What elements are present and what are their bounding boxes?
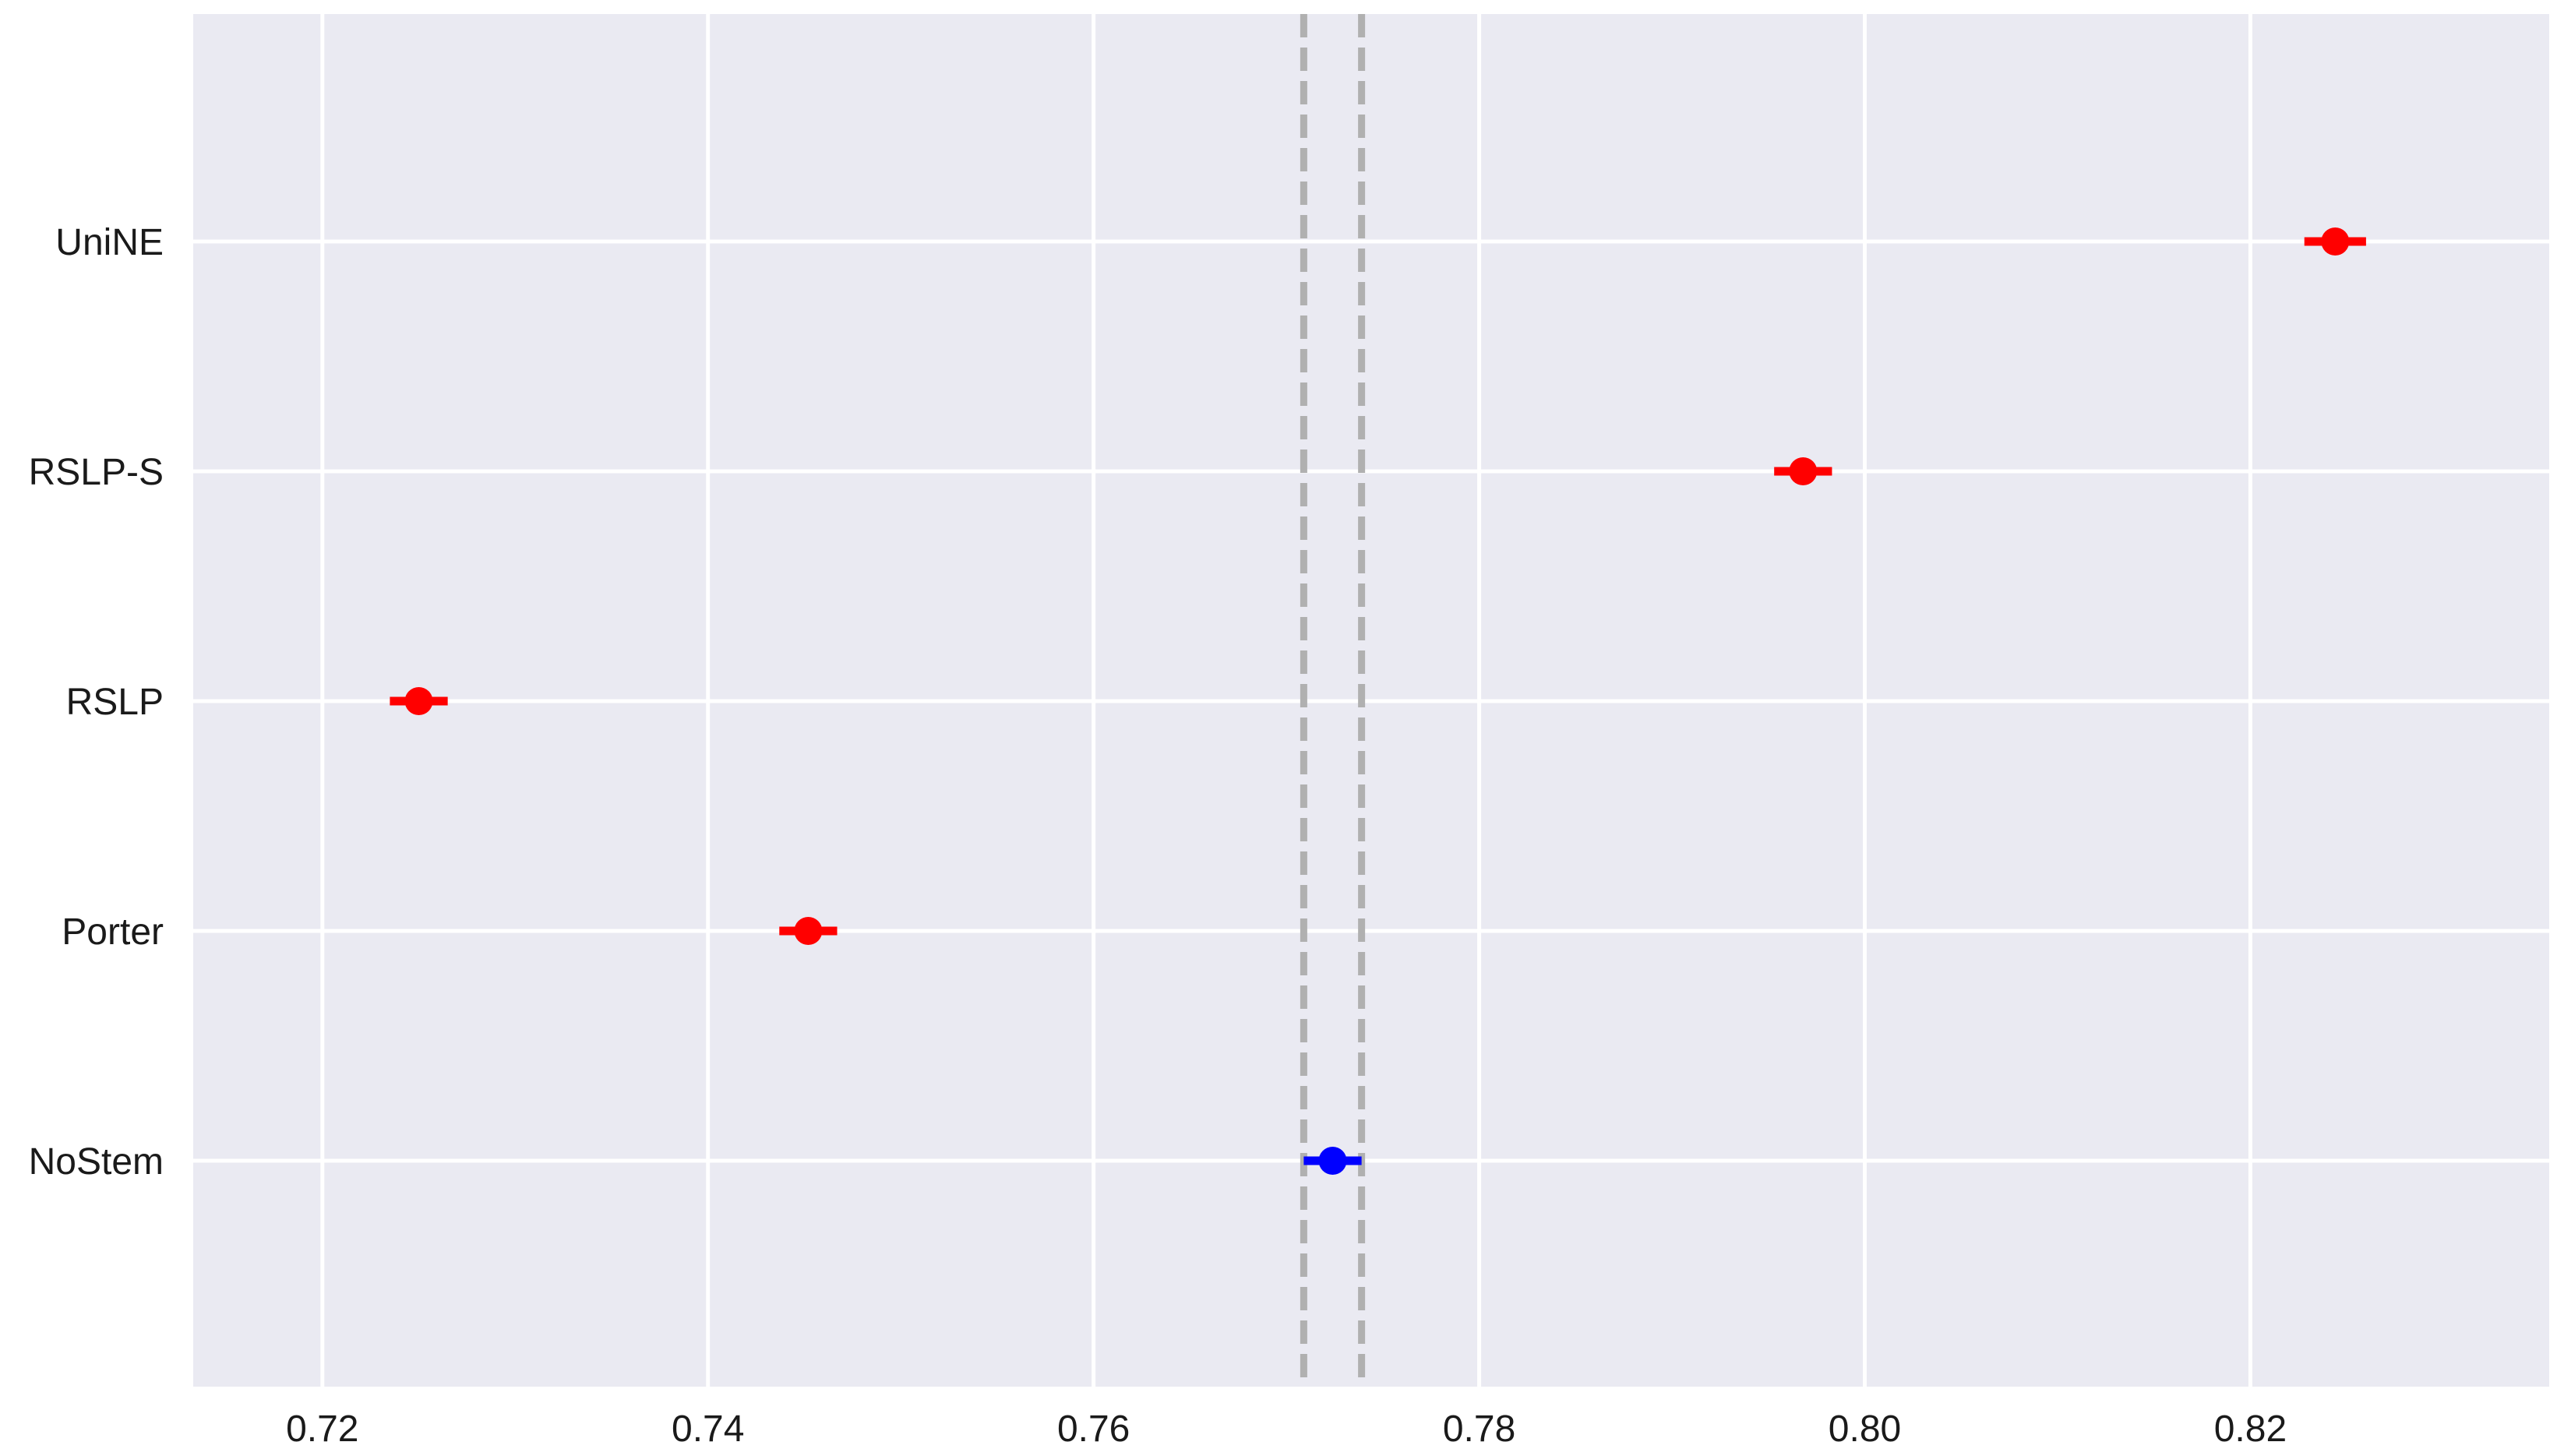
y-tick-label: RSLP-S bbox=[29, 452, 164, 493]
y-tick-label: NoStem bbox=[29, 1141, 164, 1183]
data-point bbox=[794, 917, 823, 945]
x-tick-label: 0.76 bbox=[1057, 1408, 1130, 1450]
y-gridlines bbox=[193, 239, 2549, 1163]
x-tick-label: 0.78 bbox=[1443, 1408, 1515, 1450]
data-point bbox=[1789, 457, 1818, 485]
x-tick-label: 0.80 bbox=[1829, 1408, 1901, 1450]
y-tick-label: UniNE bbox=[55, 222, 164, 263]
x-tick-label: 0.82 bbox=[2214, 1408, 2287, 1450]
data-marks bbox=[390, 227, 2366, 1175]
data-point bbox=[1318, 1147, 1347, 1175]
x-tick-label: 0.74 bbox=[672, 1408, 744, 1450]
x-tick-label: 0.72 bbox=[286, 1408, 358, 1450]
y-tick-labels: UniNE RSLP-S RSLP Porter NoStem bbox=[29, 222, 164, 1183]
x-tick-labels: 0.72 0.74 0.76 0.78 0.80 0.82 bbox=[286, 1408, 2287, 1450]
data-point bbox=[404, 687, 433, 715]
y-tick-label: Porter bbox=[62, 911, 164, 953]
data-point bbox=[2321, 227, 2350, 256]
y-tick-label: RSLP bbox=[66, 682, 164, 723]
